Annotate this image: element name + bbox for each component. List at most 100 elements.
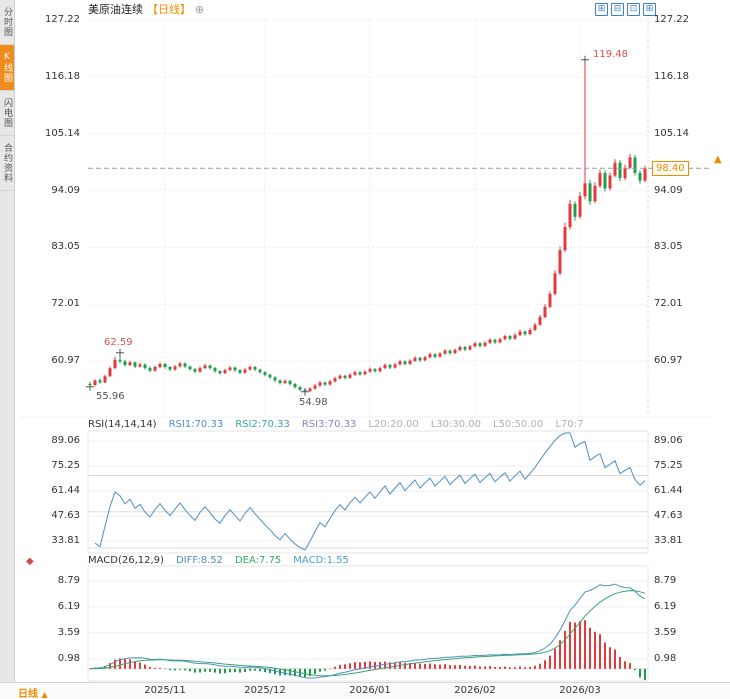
macd-hist-bar xyxy=(584,620,586,669)
candle xyxy=(388,365,392,368)
candle xyxy=(618,162,622,179)
split-layout-icon[interactable]: ⊟ xyxy=(611,3,624,16)
candle xyxy=(403,361,407,364)
macd-hist-bar xyxy=(644,668,646,680)
period-selector-arrow-icon: ▲ xyxy=(41,690,48,699)
x-axis-month-1: 2025/12 xyxy=(244,685,286,696)
candle xyxy=(528,330,532,335)
candle xyxy=(263,372,267,375)
macd-hist-bar xyxy=(184,668,186,671)
candle xyxy=(353,372,357,375)
candle xyxy=(638,173,642,181)
kline-view-icon[interactable]: ⊡ xyxy=(627,3,640,16)
macd-hist-bar xyxy=(614,649,616,669)
macd-hist-bar xyxy=(294,668,296,677)
macd-hist-bar xyxy=(459,665,461,669)
candle xyxy=(498,339,502,343)
candle xyxy=(283,380,287,383)
annotation-cross-icon xyxy=(86,382,94,391)
candle xyxy=(468,346,472,350)
macd-hist-bar xyxy=(624,661,626,669)
macd-hist-bar xyxy=(574,622,576,669)
macd-hist-bar xyxy=(289,668,291,676)
candle xyxy=(133,362,137,367)
macd-hist-bar xyxy=(409,663,411,669)
macd-hist-bar xyxy=(364,662,366,669)
sidebar: 分时图 K线图 闪电图 合约资料 xyxy=(0,0,15,699)
macd-hist-bar xyxy=(139,662,141,669)
macd-hist-bar xyxy=(589,627,591,669)
candle xyxy=(583,183,587,197)
candle xyxy=(438,353,442,357)
chart-toolbar: ⊞ ⊟ ⊡ ⊞ xyxy=(595,3,656,16)
macd-hist-bar xyxy=(504,666,506,669)
macd-hist-bar xyxy=(499,667,501,669)
macd-hist-bar xyxy=(359,662,361,669)
candle xyxy=(323,382,327,385)
candle xyxy=(568,203,572,228)
sidebar-tab-1[interactable]: K线图 xyxy=(0,45,14,91)
period-label[interactable]: 【日线】 xyxy=(147,3,191,16)
candle xyxy=(643,168,647,181)
macd-hist-bar xyxy=(159,667,161,669)
macd-hist-bar xyxy=(374,662,376,669)
macd-hist-bar xyxy=(269,668,271,674)
grid-layout-icon[interactable]: ⊞ xyxy=(595,3,608,16)
candle xyxy=(368,369,372,372)
macd-hist-bar xyxy=(349,663,351,669)
macd-hist-bar xyxy=(354,662,356,669)
macd-hist-bar xyxy=(219,668,221,674)
macd-hist-bar xyxy=(284,668,286,676)
add-indicator-icon[interactable]: ⊕ xyxy=(195,2,205,16)
period-selector[interactable]: 日线 ▲ xyxy=(18,685,48,699)
macd-hist-bar xyxy=(464,665,466,669)
candle xyxy=(223,370,227,374)
sidebar-tab-2[interactable]: 闪电图 xyxy=(0,91,14,136)
macd-hist-bar xyxy=(534,665,536,669)
macd-hist-bar xyxy=(319,668,321,672)
candle xyxy=(123,361,127,365)
candle xyxy=(333,378,337,382)
period-selector-label: 日线 xyxy=(18,689,38,699)
sidebar-tab-0[interactable]: 分时图 xyxy=(0,0,14,45)
candle xyxy=(453,350,457,354)
macd-hist-bar xyxy=(594,631,596,669)
macd-dea-line xyxy=(89,590,646,677)
candle xyxy=(433,354,437,357)
candle xyxy=(193,369,197,372)
macd-hist-bar xyxy=(304,668,306,677)
rsi-line xyxy=(94,432,646,551)
macd-hist-bar xyxy=(509,667,511,669)
macd-hist-bar xyxy=(494,666,496,669)
candle xyxy=(578,196,582,217)
candle xyxy=(633,157,637,173)
macd-hist-bar xyxy=(389,662,391,669)
macd-hist-bar xyxy=(439,664,441,669)
candle xyxy=(423,357,427,361)
multi-panel-icon[interactable]: ⊞ xyxy=(643,3,656,16)
sidebar-tab-3[interactable]: 合约资料 xyxy=(0,136,14,191)
candle xyxy=(153,367,157,371)
macd-hist-bar xyxy=(134,661,136,669)
candle xyxy=(258,369,262,373)
macd-hist-bar xyxy=(204,668,206,672)
candle xyxy=(268,374,272,378)
candle xyxy=(513,335,517,339)
macd-hist-bar xyxy=(454,665,456,669)
macd-hist-bar xyxy=(179,668,181,670)
candle xyxy=(518,331,522,336)
candle xyxy=(273,377,277,381)
candle xyxy=(608,175,612,189)
candle xyxy=(318,382,322,386)
candle xyxy=(253,367,257,370)
candle xyxy=(483,342,487,346)
macd-hist-bar xyxy=(199,668,201,673)
macd-hist-bar xyxy=(554,648,556,669)
x-axis-month-2: 2026/01 xyxy=(349,685,391,696)
macd-hist-bar xyxy=(634,668,636,670)
macd-hist-bar xyxy=(604,642,606,669)
candle xyxy=(348,374,352,378)
macd-hist-bar xyxy=(264,668,266,673)
